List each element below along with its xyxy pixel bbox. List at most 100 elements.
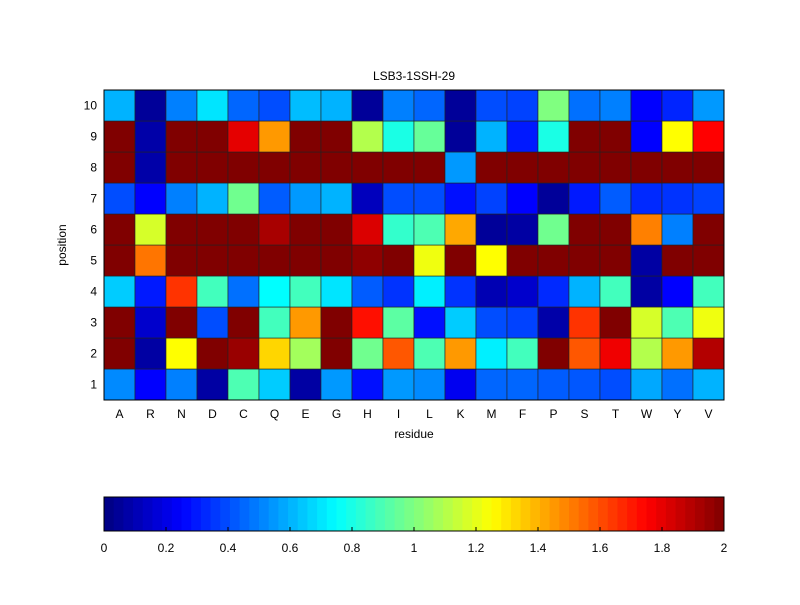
heatmap-cell (568, 306, 601, 339)
heatmap-cell (103, 120, 136, 153)
colorbar-swatch (210, 497, 221, 531)
heatmap-cell (351, 151, 384, 184)
heatmap-cell (599, 337, 632, 370)
x-tick-label: N (177, 407, 186, 421)
heatmap-cell (444, 368, 477, 401)
colorbar-swatch (472, 497, 483, 531)
heatmap-cell (289, 213, 322, 246)
heatmap-cell (134, 275, 167, 308)
colorbar-swatch (675, 497, 686, 531)
colorbar-tick-label: 1.8 (654, 541, 671, 555)
heatmap-cell (227, 182, 260, 215)
colorbar-swatch (394, 497, 405, 531)
colorbar-swatch (481, 497, 492, 531)
x-tick-label: P (549, 407, 557, 421)
heatmap-cell (475, 151, 508, 184)
colorbar-swatch (665, 497, 677, 531)
heatmap-cell (196, 182, 229, 215)
x-tick-label: H (363, 407, 372, 421)
heatmap-cell (599, 275, 632, 308)
colorbar-swatch (133, 497, 144, 531)
heatmap-cell (227, 213, 260, 246)
heatmap-cell (227, 120, 260, 153)
heatmap-cell (444, 120, 477, 153)
y-tick-label: 4 (90, 285, 97, 299)
heatmap-cell (630, 275, 663, 308)
heatmap-cell (196, 306, 229, 339)
heatmap-cell (692, 151, 725, 184)
colorbar-swatch (200, 497, 212, 531)
heatmap-cell (630, 151, 663, 184)
heatmap-cell (413, 306, 446, 339)
colorbar-swatch (539, 497, 551, 531)
heatmap-cell (537, 151, 570, 184)
heatmap-cell (506, 368, 539, 401)
x-tick-label: Q (270, 407, 279, 421)
heatmap-cell (103, 337, 136, 370)
heatmap-cell (444, 275, 477, 308)
colorbar-tick-label: 0 (101, 541, 108, 555)
heatmap-cell (382, 306, 415, 339)
heatmap-cell (289, 275, 322, 308)
heatmap-cell (661, 368, 694, 401)
heatmap-cell (258, 275, 291, 308)
colorbar-swatch (307, 497, 318, 531)
heatmap-cell (258, 244, 291, 277)
colorbar (104, 497, 725, 531)
heatmap-cell (134, 368, 167, 401)
heatmap-cell (599, 120, 632, 153)
heatmap-cell (289, 120, 322, 153)
heatmap-cell (227, 151, 260, 184)
heatmap-cell (382, 275, 415, 308)
heatmap-cell (661, 213, 694, 246)
y-axis-label: position (55, 224, 69, 265)
colorbar-swatch (636, 497, 647, 531)
heatmap-cell (692, 244, 725, 277)
heatmap-cell (692, 89, 725, 122)
heatmap-cell (692, 275, 725, 308)
heatmap-cell (692, 337, 725, 370)
heatmap-cell (103, 244, 136, 277)
colorbar-swatch (404, 497, 415, 531)
y-tick-label: 10 (84, 99, 98, 113)
heatmap-cell (475, 244, 508, 277)
heatmap-cell (134, 337, 167, 370)
colorbar-swatch (162, 497, 173, 531)
colorbar-swatch (384, 497, 396, 531)
colorbar-tick-label: 0.2 (158, 541, 175, 555)
heatmap-cell (134, 89, 167, 122)
heatmap-cell (692, 306, 725, 339)
heatmap-cell (475, 213, 508, 246)
colorbar-swatch (336, 497, 347, 531)
heatmap-cell (630, 306, 663, 339)
y-tick-label: 5 (90, 254, 97, 268)
heatmap-cell (630, 368, 663, 401)
heatmap-cell (475, 368, 508, 401)
heatmap-cell (103, 213, 136, 246)
heatmap-cell (351, 306, 384, 339)
heatmap-cell (289, 368, 322, 401)
heatmap-cell (506, 306, 539, 339)
heatmap-cell (134, 120, 167, 153)
heatmap-cell (289, 306, 322, 339)
heatmap-cell (227, 244, 260, 277)
x-tick-label: K (456, 407, 464, 421)
colorbar-swatch (220, 497, 231, 531)
colorbar-swatch (433, 497, 444, 531)
heatmap-cell (537, 337, 570, 370)
heatmap-cell (599, 89, 632, 122)
heatmap-cell (196, 120, 229, 153)
chart-title: LSB3-1SSH-29 (373, 69, 455, 83)
colorbar-swatch (113, 497, 124, 531)
heatmap-cell (506, 244, 539, 277)
x-tick-label: R (146, 407, 155, 421)
y-tick-label: 9 (90, 130, 97, 144)
colorbar-swatch (423, 497, 434, 531)
colorbar-swatch (181, 497, 192, 531)
heatmap-cell (661, 120, 694, 153)
x-tick-label: Y (673, 407, 681, 421)
heatmap-cell (382, 89, 415, 122)
x-tick-label: A (115, 407, 123, 421)
heatmap-cell (227, 368, 260, 401)
heatmap-cell (382, 213, 415, 246)
